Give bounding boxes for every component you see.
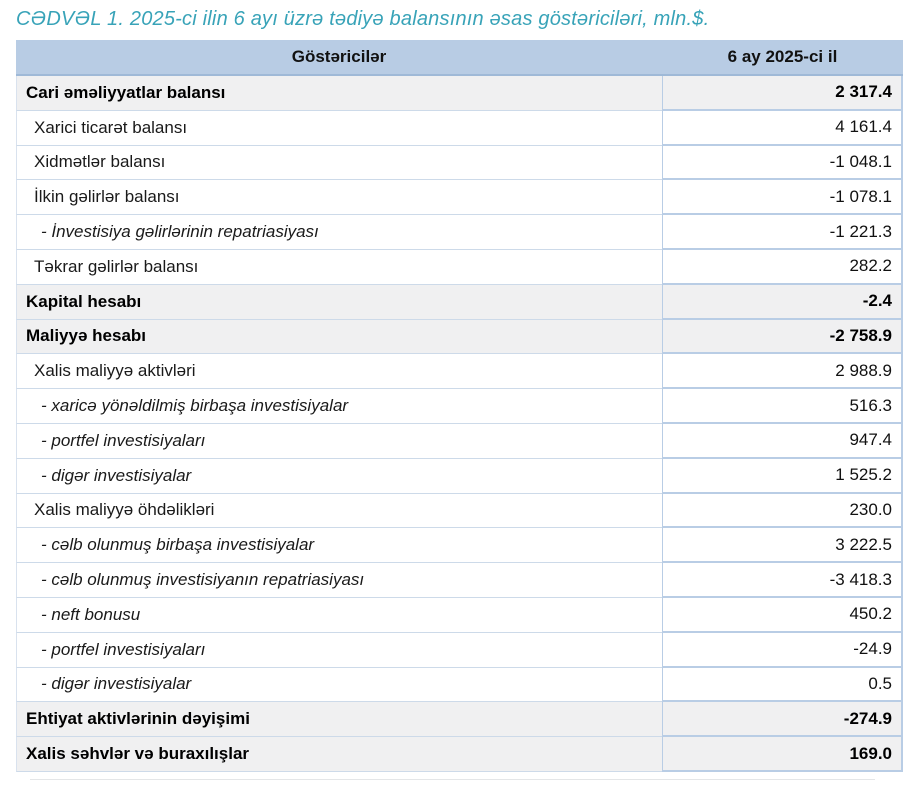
table-row: Maliyyə hesabı -2 758.9: [16, 319, 903, 355]
balance-of-payments-table: Göstəricilər 6 ay 2025-ci il Cari əməliy…: [16, 40, 903, 772]
row-label: - cəlb olunmuş investisiyanın repatriasi…: [16, 563, 662, 598]
row-label: - xaricə yönəldilmiş birbaşa investisiya…: [16, 389, 662, 424]
row-value: 169.0: [662, 737, 903, 772]
row-value: 4 161.4: [662, 110, 903, 146]
row-label: Xidmətlər balansı: [16, 145, 662, 181]
row-value: -24.9: [662, 632, 903, 668]
table-row: Xidmətlər balansı -1 048.1: [16, 145, 903, 181]
table-row: İlkin gəlirlər balansı -1 078.1: [16, 180, 903, 216]
row-value: -2 758.9: [662, 319, 903, 355]
table-row: Kapital hesabı -2.4: [16, 284, 903, 320]
row-label: Xalis maliyyə öhdəlikləri: [16, 493, 662, 529]
row-value: 947.4: [662, 423, 903, 459]
row-value: 1 525.2: [662, 458, 903, 494]
table-row: Xalis maliyyə öhdəlikləri 230.0: [16, 493, 903, 529]
row-value: 3 222.5: [662, 528, 903, 564]
table-row: - neft bonusu 450.2: [16, 597, 903, 633]
row-label: - İnvestisiya gəlirlərinin repatriasiyas…: [16, 215, 662, 250]
row-value: -2.4: [662, 284, 903, 320]
table-header-row: Göstəricilər 6 ay 2025-ci il: [16, 40, 903, 76]
table-body: Cari əməliyyatlar balansı 2 317.4 Xarici t…: [16, 76, 903, 772]
table-row: - portfel investisiyaları -24.9: [16, 632, 903, 668]
row-label: - digər investisiyalar: [16, 458, 662, 494]
row-label: Maliyyə hesabı: [16, 319, 662, 355]
table-row: - portfel investisiyaları 947.4: [16, 423, 903, 459]
row-label: İlkin gəlirlər balansı: [16, 180, 662, 216]
row-label: Xarici ticarət balansı: [16, 110, 662, 146]
table-row: Təkrar gəlirlər balansı 282.2: [16, 249, 903, 285]
row-value: 0.5: [662, 667, 903, 703]
row-value: 230.0: [662, 493, 903, 529]
table-row: - xaricə yönəldilmiş birbaşa investisiya…: [16, 389, 903, 424]
row-value: -3 418.3: [662, 563, 903, 598]
row-value: 2 317.4: [662, 76, 903, 111]
row-label: - digər investisiyalar: [16, 667, 662, 703]
page-divider: [30, 779, 875, 780]
row-label: Xalis maliyyə aktivləri: [16, 354, 662, 390]
row-value: -1 048.1: [662, 145, 903, 181]
table-row: - digər investisiyalar 1 525.2: [16, 458, 903, 494]
row-value: 450.2: [662, 597, 903, 633]
table-row: - digər investisiyalar 0.5: [16, 667, 903, 703]
row-label: Cari əməliyyatlar balansı: [16, 76, 662, 111]
row-label: Kapital hesabı: [16, 284, 662, 320]
table-row: - İnvestisiya gəlirlərinin repatriasiyas…: [16, 215, 903, 250]
table-row: Cari əməliyyatlar balansı 2 317.4: [16, 76, 903, 111]
row-label: - neft bonusu: [16, 597, 662, 633]
table-caption: CƏDVƏL 1. 2025-ci ilin 6 ayı üzrə tədiyə…: [16, 8, 710, 30]
table-row: - cəlb olunmuş birbaşa investisiyalar 3 2…: [16, 528, 903, 564]
table-row: Ehtiyat aktivlərinin dəyişimi -274.9: [16, 702, 903, 738]
row-value: -1 078.1: [662, 180, 903, 216]
row-label: Xalis səhvlər və buraxılışlar: [16, 737, 662, 772]
row-value: 516.3: [662, 389, 903, 424]
row-value: -1 221.3: [662, 215, 903, 250]
table-row: - cəlb olunmuş investisiyanın repatriasi…: [16, 563, 903, 598]
row-label: Ehtiyat aktivlərinin dəyişimi: [16, 702, 662, 738]
table-row: Xalis maliyyə aktivləri 2 988.9: [16, 354, 903, 390]
row-value: 2 988.9: [662, 354, 903, 390]
table-row: Xarici ticarət balansı 4 161.4: [16, 110, 903, 146]
row-value: 282.2: [662, 249, 903, 285]
row-label: Təkrar gəlirlər balansı: [16, 249, 662, 285]
row-value: -274.9: [662, 702, 903, 738]
row-label: - cəlb olunmuş birbaşa investisiyalar: [16, 528, 662, 564]
column-header-period: 6 ay 2025-ci il: [727, 47, 838, 66]
row-label: - portfel investisiyaları: [16, 632, 662, 668]
row-label: - portfel investisiyaları: [16, 423, 662, 459]
table-row: Xalis səhvlər və buraxılışlar 169.0: [16, 737, 903, 772]
column-header-indicators: Göstəricilər: [291, 47, 387, 66]
